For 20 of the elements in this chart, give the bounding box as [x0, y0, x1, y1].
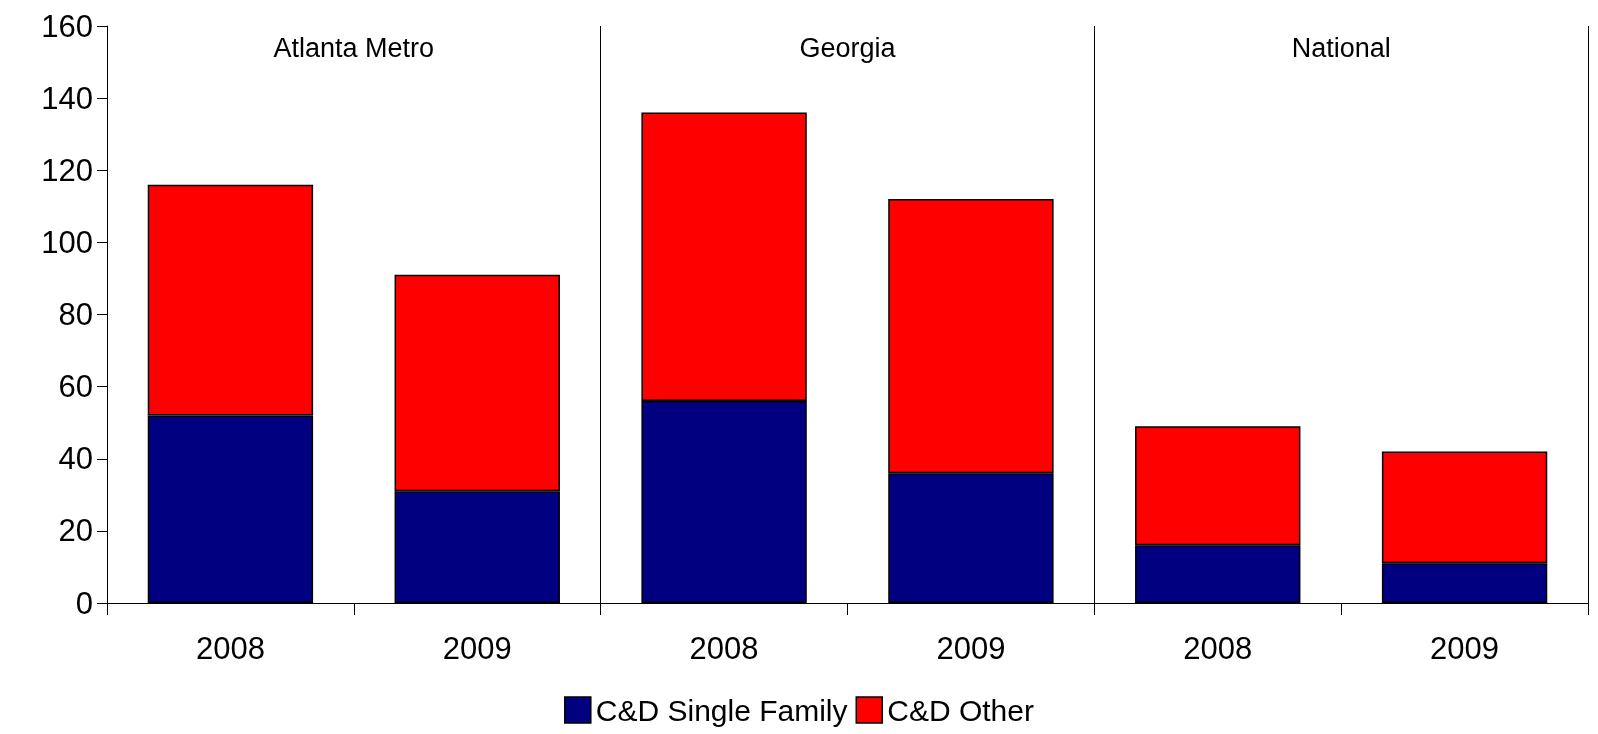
y-tick-label: 0: [75, 585, 93, 621]
annotation: Atlanta Metro: [273, 33, 435, 63]
x-tick-label: 2009: [1430, 631, 1500, 666]
x-tick-label: 2008: [195, 631, 265, 666]
legend-label: C&D Other: [887, 693, 1034, 727]
legend-label: C&D Single Family: [595, 693, 848, 727]
x-tick-label: 2009: [442, 631, 512, 666]
y-tick-label: 160: [41, 8, 93, 44]
y-tick-label: 60: [58, 369, 93, 405]
y-tick-label: 120: [41, 152, 93, 188]
y-tick-label: 20: [58, 513, 93, 549]
y-tick-label: 80: [58, 297, 93, 332]
annotation: Georgia: [799, 33, 897, 63]
x-tick-label: 2008: [689, 631, 759, 666]
y-tick-label: 140: [41, 80, 93, 116]
y-tick-label: 100: [41, 224, 93, 260]
x-tick-label: 2008: [1183, 631, 1253, 666]
y-tick-label: 40: [58, 441, 93, 477]
annotation: National: [1291, 33, 1391, 63]
x-tick-label: 2009: [936, 631, 1006, 666]
